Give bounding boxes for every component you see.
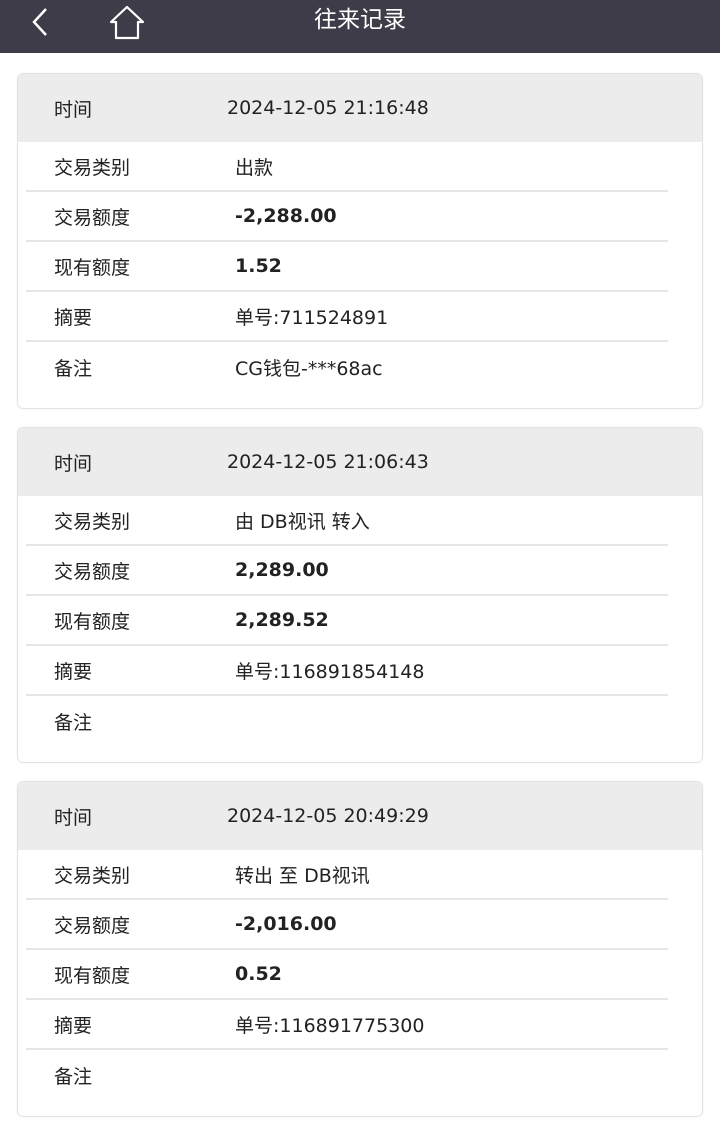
label-amount: 交易额度 [54,206,131,229]
row-note: 备注 CG钱包-***68ac [26,342,668,392]
chevron-left-icon[interactable] [28,6,52,38]
page-title: 往来记录 [314,7,406,33]
row-balance: 现有额度 1.52 [26,242,668,292]
label-time: 时间 [54,452,93,475]
value-balance: 1.52 [235,255,282,277]
label-note: 备注 [54,1065,93,1088]
value-amount: -2,016.00 [235,913,337,935]
row-time: 时间 2024-12-05 21:06:43 [18,428,702,496]
row-time: 时间 2024-12-05 21:16:48 [18,74,702,142]
value-type: 转出 至 DB视讯 [235,864,370,887]
row-type: 交易类别 出款 [26,142,668,192]
value-balance: 0.52 [235,963,282,985]
value-summary: 单号:116891775300 [235,1014,425,1037]
row-amount: 交易额度 2,289.00 [26,546,668,596]
label-type: 交易类别 [54,156,131,179]
label-balance: 现有额度 [54,610,131,633]
label-summary: 摘要 [54,1014,93,1037]
row-summary: 摘要 单号:116891775300 [26,1000,668,1050]
value-time: 2024-12-05 20:49:29 [227,805,429,827]
value-summary: 单号:116891854148 [235,660,425,683]
value-time: 2024-12-05 21:06:43 [227,451,429,473]
row-balance: 现有额度 2,289.52 [26,596,668,646]
label-summary: 摘要 [54,660,93,683]
label-note: 备注 [54,711,93,734]
label-summary: 摘要 [54,306,93,329]
record-list: 时间 2024-12-05 21:16:48 交易类别 出款交易额度 -2,288.00… [0,53,720,1117]
label-time: 时间 [54,806,93,829]
row-type: 交易类别 转出 至 DB视讯 [26,850,668,900]
label-note: 备注 [54,357,93,380]
row-note: 备注 [26,1050,668,1100]
record-card: 时间 2024-12-05 21:06:43 交易类别 由 DB视讯 转入交易额度 2,… [17,427,703,763]
label-balance: 现有额度 [54,964,131,987]
value-amount: 2,289.00 [235,559,329,581]
label-amount: 交易额度 [54,560,131,583]
label-balance: 现有额度 [54,256,131,279]
value-summary: 单号:711524891 [235,306,389,329]
row-balance: 现有额度 0.52 [26,950,668,1000]
row-summary: 摘要 单号:116891854148 [26,646,668,696]
value-type: 出款 [235,156,274,179]
row-amount: 交易额度 -2,288.00 [26,192,668,242]
label-type: 交易类别 [54,510,131,533]
row-amount: 交易额度 -2,016.00 [26,900,668,950]
row-type: 交易类别 由 DB视讯 转入 [26,496,668,546]
value-amount: -2,288.00 [235,205,337,227]
label-time: 时间 [54,98,93,121]
record-card: 时间 2024-12-05 20:49:29 交易类别 转出 至 DB视讯交易额度 -2… [17,781,703,1117]
label-type: 交易类别 [54,864,131,887]
home-icon[interactable] [108,4,146,40]
label-amount: 交易额度 [54,914,131,937]
record-card: 时间 2024-12-05 21:16:48 交易类别 出款交易额度 -2,288.00… [17,73,703,409]
row-time: 时间 2024-12-05 20:49:29 [18,782,702,850]
value-type: 由 DB视讯 转入 [235,510,370,533]
top-bar: 往来记录 [0,0,720,53]
value-note: CG钱包-***68ac [235,357,383,380]
value-balance: 2,289.52 [235,609,329,631]
row-note: 备注 [26,696,668,746]
value-time: 2024-12-05 21:16:48 [227,97,429,119]
row-summary: 摘要 单号:711524891 [26,292,668,342]
